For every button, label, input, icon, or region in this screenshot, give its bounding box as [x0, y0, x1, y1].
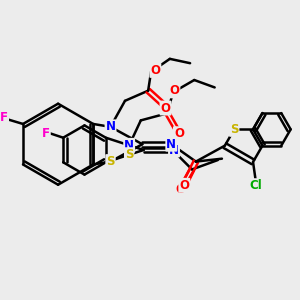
Text: S: S [106, 155, 115, 168]
Text: N: N [106, 120, 116, 134]
Text: O: O [176, 183, 185, 196]
Text: N: N [166, 138, 176, 151]
Text: N: N [169, 143, 179, 157]
Text: S: S [125, 148, 134, 161]
Text: O: O [150, 64, 161, 77]
Text: N: N [124, 139, 134, 152]
Text: S: S [230, 123, 238, 136]
Text: Cl: Cl [250, 179, 262, 192]
Text: O: O [179, 179, 189, 192]
Text: O: O [169, 84, 179, 98]
Text: F: F [0, 111, 8, 124]
Text: F: F [42, 127, 50, 140]
Text: O: O [160, 101, 170, 115]
Text: O: O [174, 127, 184, 140]
